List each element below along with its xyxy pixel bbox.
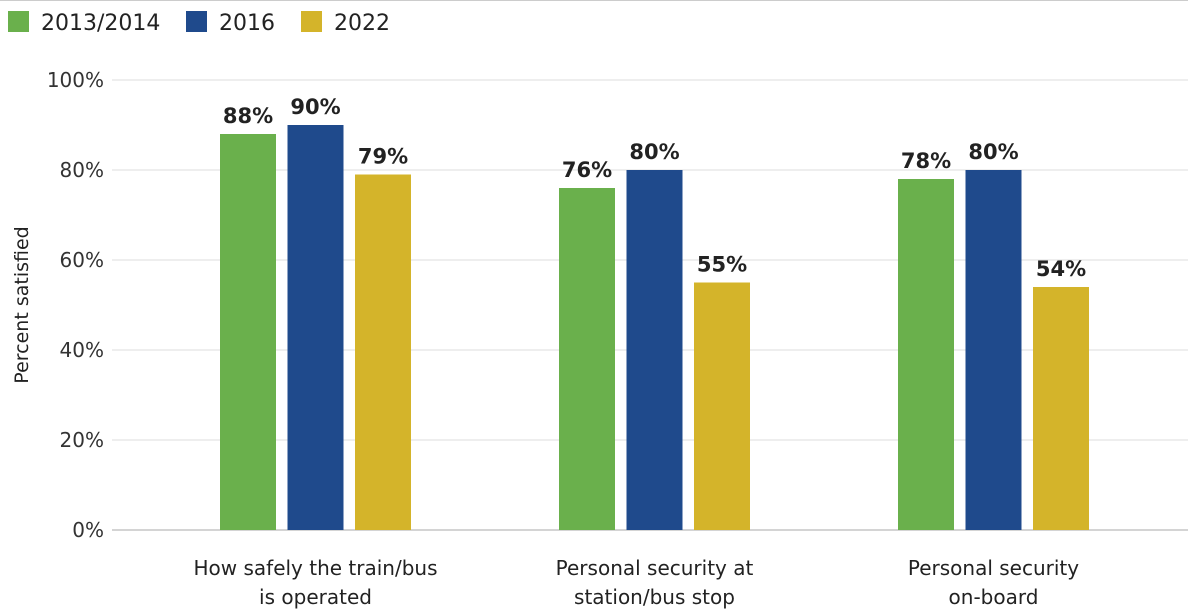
bar xyxy=(898,179,954,530)
category-label: station/bus stop xyxy=(574,585,735,609)
y-tick-label: 80% xyxy=(60,158,104,182)
data-label: 88% xyxy=(223,104,273,128)
y-tick-label: 100% xyxy=(47,68,104,92)
data-label: 78% xyxy=(901,149,951,173)
data-label: 55% xyxy=(697,253,747,277)
y-tick-label: 40% xyxy=(60,338,104,362)
data-label: 54% xyxy=(1036,257,1086,281)
bar xyxy=(1033,287,1089,530)
y-axis-ticks: 0% 20% 40% 60% 80% 100% xyxy=(47,68,104,542)
category-label: Personal security xyxy=(908,556,1079,580)
legend-label: 2013/2014 xyxy=(41,11,160,36)
data-label: 79% xyxy=(358,145,408,169)
bar xyxy=(559,188,615,530)
y-axis-title: Percent satisfied xyxy=(11,226,33,383)
data-label: 90% xyxy=(290,95,340,119)
bar xyxy=(694,282,750,530)
y-tick-label: 60% xyxy=(60,248,104,272)
data-labels: 88% 76% 78% 90% 80% 80% 79% 55% 54% xyxy=(223,95,1086,281)
category-label: Personal security at xyxy=(556,556,754,580)
legend-label: 2016 xyxy=(219,11,275,36)
category-label: How safely the train/bus xyxy=(193,556,437,580)
category-label: on-board xyxy=(949,585,1039,609)
data-label: 76% xyxy=(562,158,612,182)
category-label: is operated xyxy=(259,585,372,609)
bar xyxy=(220,134,276,530)
bar xyxy=(626,170,683,530)
y-tick-label: 20% xyxy=(60,428,104,452)
bar xyxy=(965,170,1022,530)
data-label: 80% xyxy=(968,140,1018,164)
bars xyxy=(220,125,1089,530)
legend-label: 2022 xyxy=(334,11,390,36)
y-tick-label: 0% xyxy=(72,518,104,542)
category-labels: How safely the train/bus is operated Perso… xyxy=(193,556,1079,609)
legend-swatch xyxy=(8,11,29,32)
legend-swatch xyxy=(186,11,207,32)
legend-swatch xyxy=(301,11,322,32)
bar xyxy=(287,125,344,530)
bar xyxy=(355,174,411,530)
data-label: 80% xyxy=(629,140,679,164)
legend: 2013/2014 2016 2022 xyxy=(8,11,390,36)
